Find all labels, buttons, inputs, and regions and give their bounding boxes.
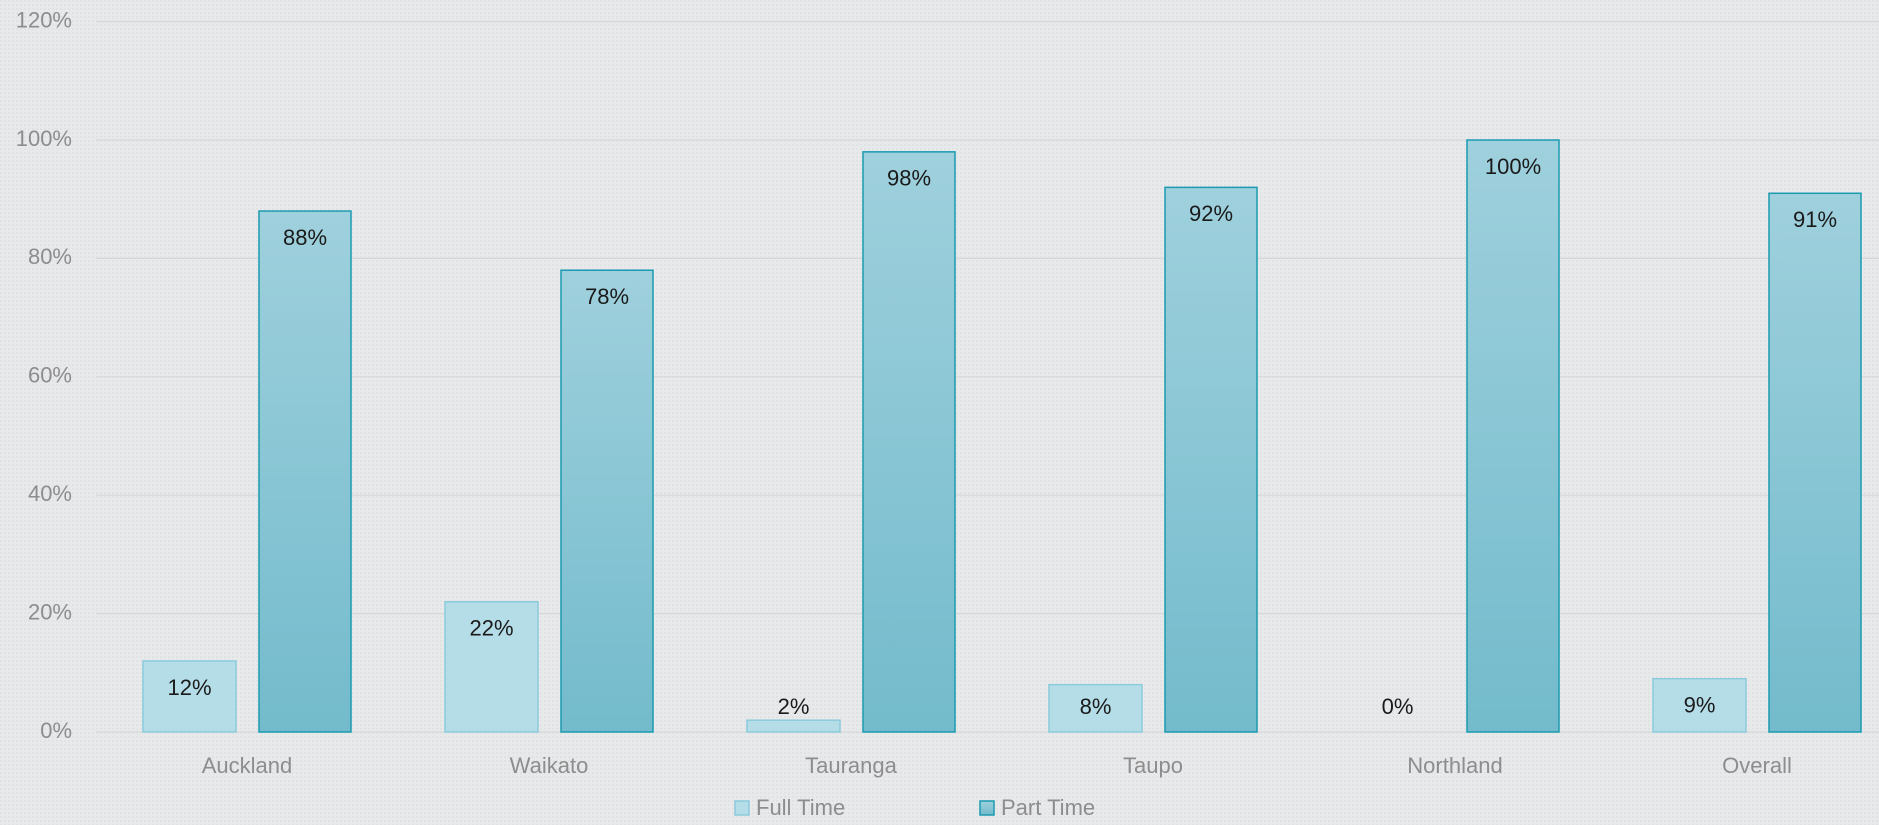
data-label: 8% — [1080, 694, 1112, 719]
data-label: 92% — [1189, 201, 1233, 226]
x-tick-label: Northland — [1407, 753, 1502, 778]
data-label: 0% — [1382, 694, 1414, 719]
bar — [1164, 186, 1258, 733]
bar — [258, 210, 352, 733]
bar — [1048, 683, 1143, 733]
bar — [746, 719, 841, 733]
bar — [560, 269, 654, 733]
x-tick-label: Waikato — [510, 753, 589, 778]
bar — [862, 151, 956, 733]
data-label: 2% — [778, 694, 810, 719]
legend-swatch — [734, 800, 750, 816]
data-label: 22% — [469, 616, 513, 641]
y-tick-label: 20% — [28, 599, 72, 624]
bar — [444, 601, 539, 733]
x-tick-label: Taupo — [1123, 753, 1183, 778]
y-tick-label: 80% — [28, 244, 72, 269]
y-tick-label: 40% — [28, 481, 72, 506]
bar — [1768, 192, 1862, 733]
x-tick-label: Overall — [1722, 753, 1792, 778]
legend-swatch — [979, 800, 995, 816]
y-tick-label: 100% — [16, 126, 72, 151]
data-label: 12% — [167, 675, 211, 700]
data-label: 100% — [1485, 154, 1541, 179]
legend-label: Part Time — [1001, 795, 1095, 820]
x-tick-label: Auckland — [202, 753, 293, 778]
legend-label: Full Time — [756, 795, 845, 820]
bar — [1652, 677, 1747, 733]
bar — [142, 660, 237, 733]
data-label: 98% — [887, 166, 931, 191]
data-label: 9% — [1684, 693, 1716, 718]
y-tick-label: 0% — [40, 718, 72, 743]
y-tick-label: 120% — [16, 7, 72, 32]
bar — [1466, 139, 1560, 733]
x-tick-label: Tauranga — [805, 753, 898, 778]
data-label: 88% — [283, 225, 327, 250]
data-label: 78% — [585, 284, 629, 309]
y-tick-label: 60% — [28, 363, 72, 388]
data-label: 91% — [1793, 207, 1837, 232]
